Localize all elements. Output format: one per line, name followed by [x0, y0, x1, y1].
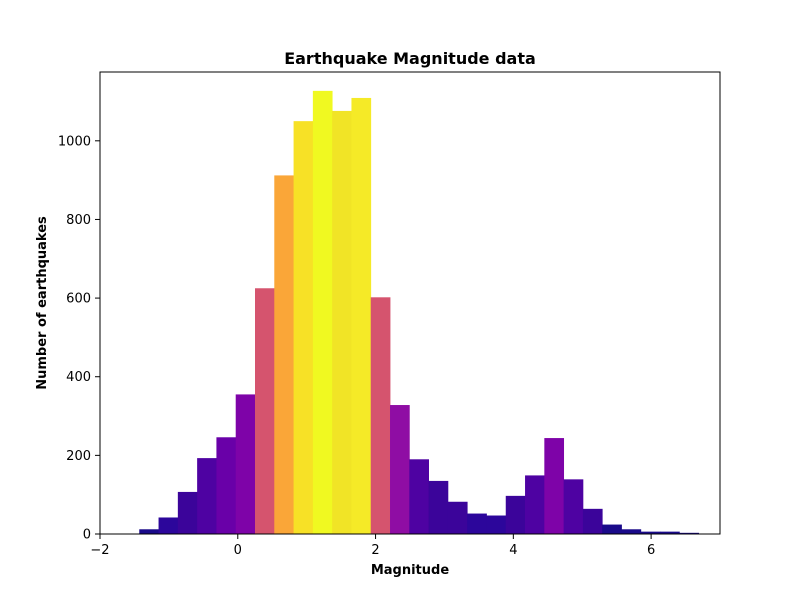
- x-tick-label: 0: [234, 543, 242, 558]
- y-tick-label: 600: [66, 292, 91, 307]
- histogram-bar: [447, 501, 468, 534]
- histogram-bar: [351, 97, 372, 535]
- y-tick-label: 800: [66, 213, 91, 228]
- histogram-bar: [640, 531, 661, 534]
- histogram-bar: [235, 394, 256, 534]
- histogram-bar: [544, 438, 565, 534]
- histogram-bar: [486, 515, 507, 534]
- bars-group: [139, 90, 700, 535]
- histogram-bar: [602, 524, 622, 534]
- x-tick-label: −2: [90, 543, 109, 558]
- histogram-bar: [563, 479, 584, 534]
- histogram-bar: [621, 529, 642, 534]
- histogram-bar: [139, 529, 159, 534]
- histogram-bar: [312, 90, 333, 534]
- y-tick-label: 200: [66, 449, 91, 464]
- histogram-bar: [216, 437, 237, 534]
- x-tick-label: 4: [509, 543, 517, 558]
- histogram-bar: [428, 480, 449, 534]
- histogram-bar: [525, 475, 545, 534]
- histogram-bar: [505, 495, 526, 534]
- histogram-bar: [409, 459, 429, 534]
- plot-frame: [99, 71, 721, 535]
- histogram-bar: [274, 175, 294, 534]
- histogram-bar: [679, 532, 700, 534]
- y-axis-ticks: 0 200 400 600 800 1000: [58, 134, 100, 543]
- y-axis-label: Number of earthquakes: [35, 216, 50, 390]
- histogram-bar: [332, 110, 352, 534]
- histogram-bar: [177, 491, 198, 534]
- x-axis-ticks: −2 0 2 4 6: [90, 534, 655, 558]
- histogram-bar: [158, 517, 179, 534]
- x-axis-label: Magnitude: [371, 563, 450, 578]
- histogram-bar: [255, 288, 275, 534]
- histogram-bar: [390, 405, 410, 534]
- x-tick-label: 6: [647, 543, 655, 558]
- histogram-bar: [582, 508, 603, 534]
- histogram-bar: [293, 121, 314, 535]
- y-tick-label: 0: [83, 528, 91, 543]
- histogram-bar: [660, 531, 680, 534]
- y-tick-label: 400: [66, 370, 91, 385]
- histogram-bar: [467, 513, 487, 534]
- x-tick-label: 2: [371, 543, 379, 558]
- y-tick-label: 1000: [58, 134, 91, 149]
- histogram-bar: [370, 297, 391, 534]
- chart-title: Earthquake Magnitude data: [284, 49, 536, 68]
- histogram-bar: [197, 458, 217, 534]
